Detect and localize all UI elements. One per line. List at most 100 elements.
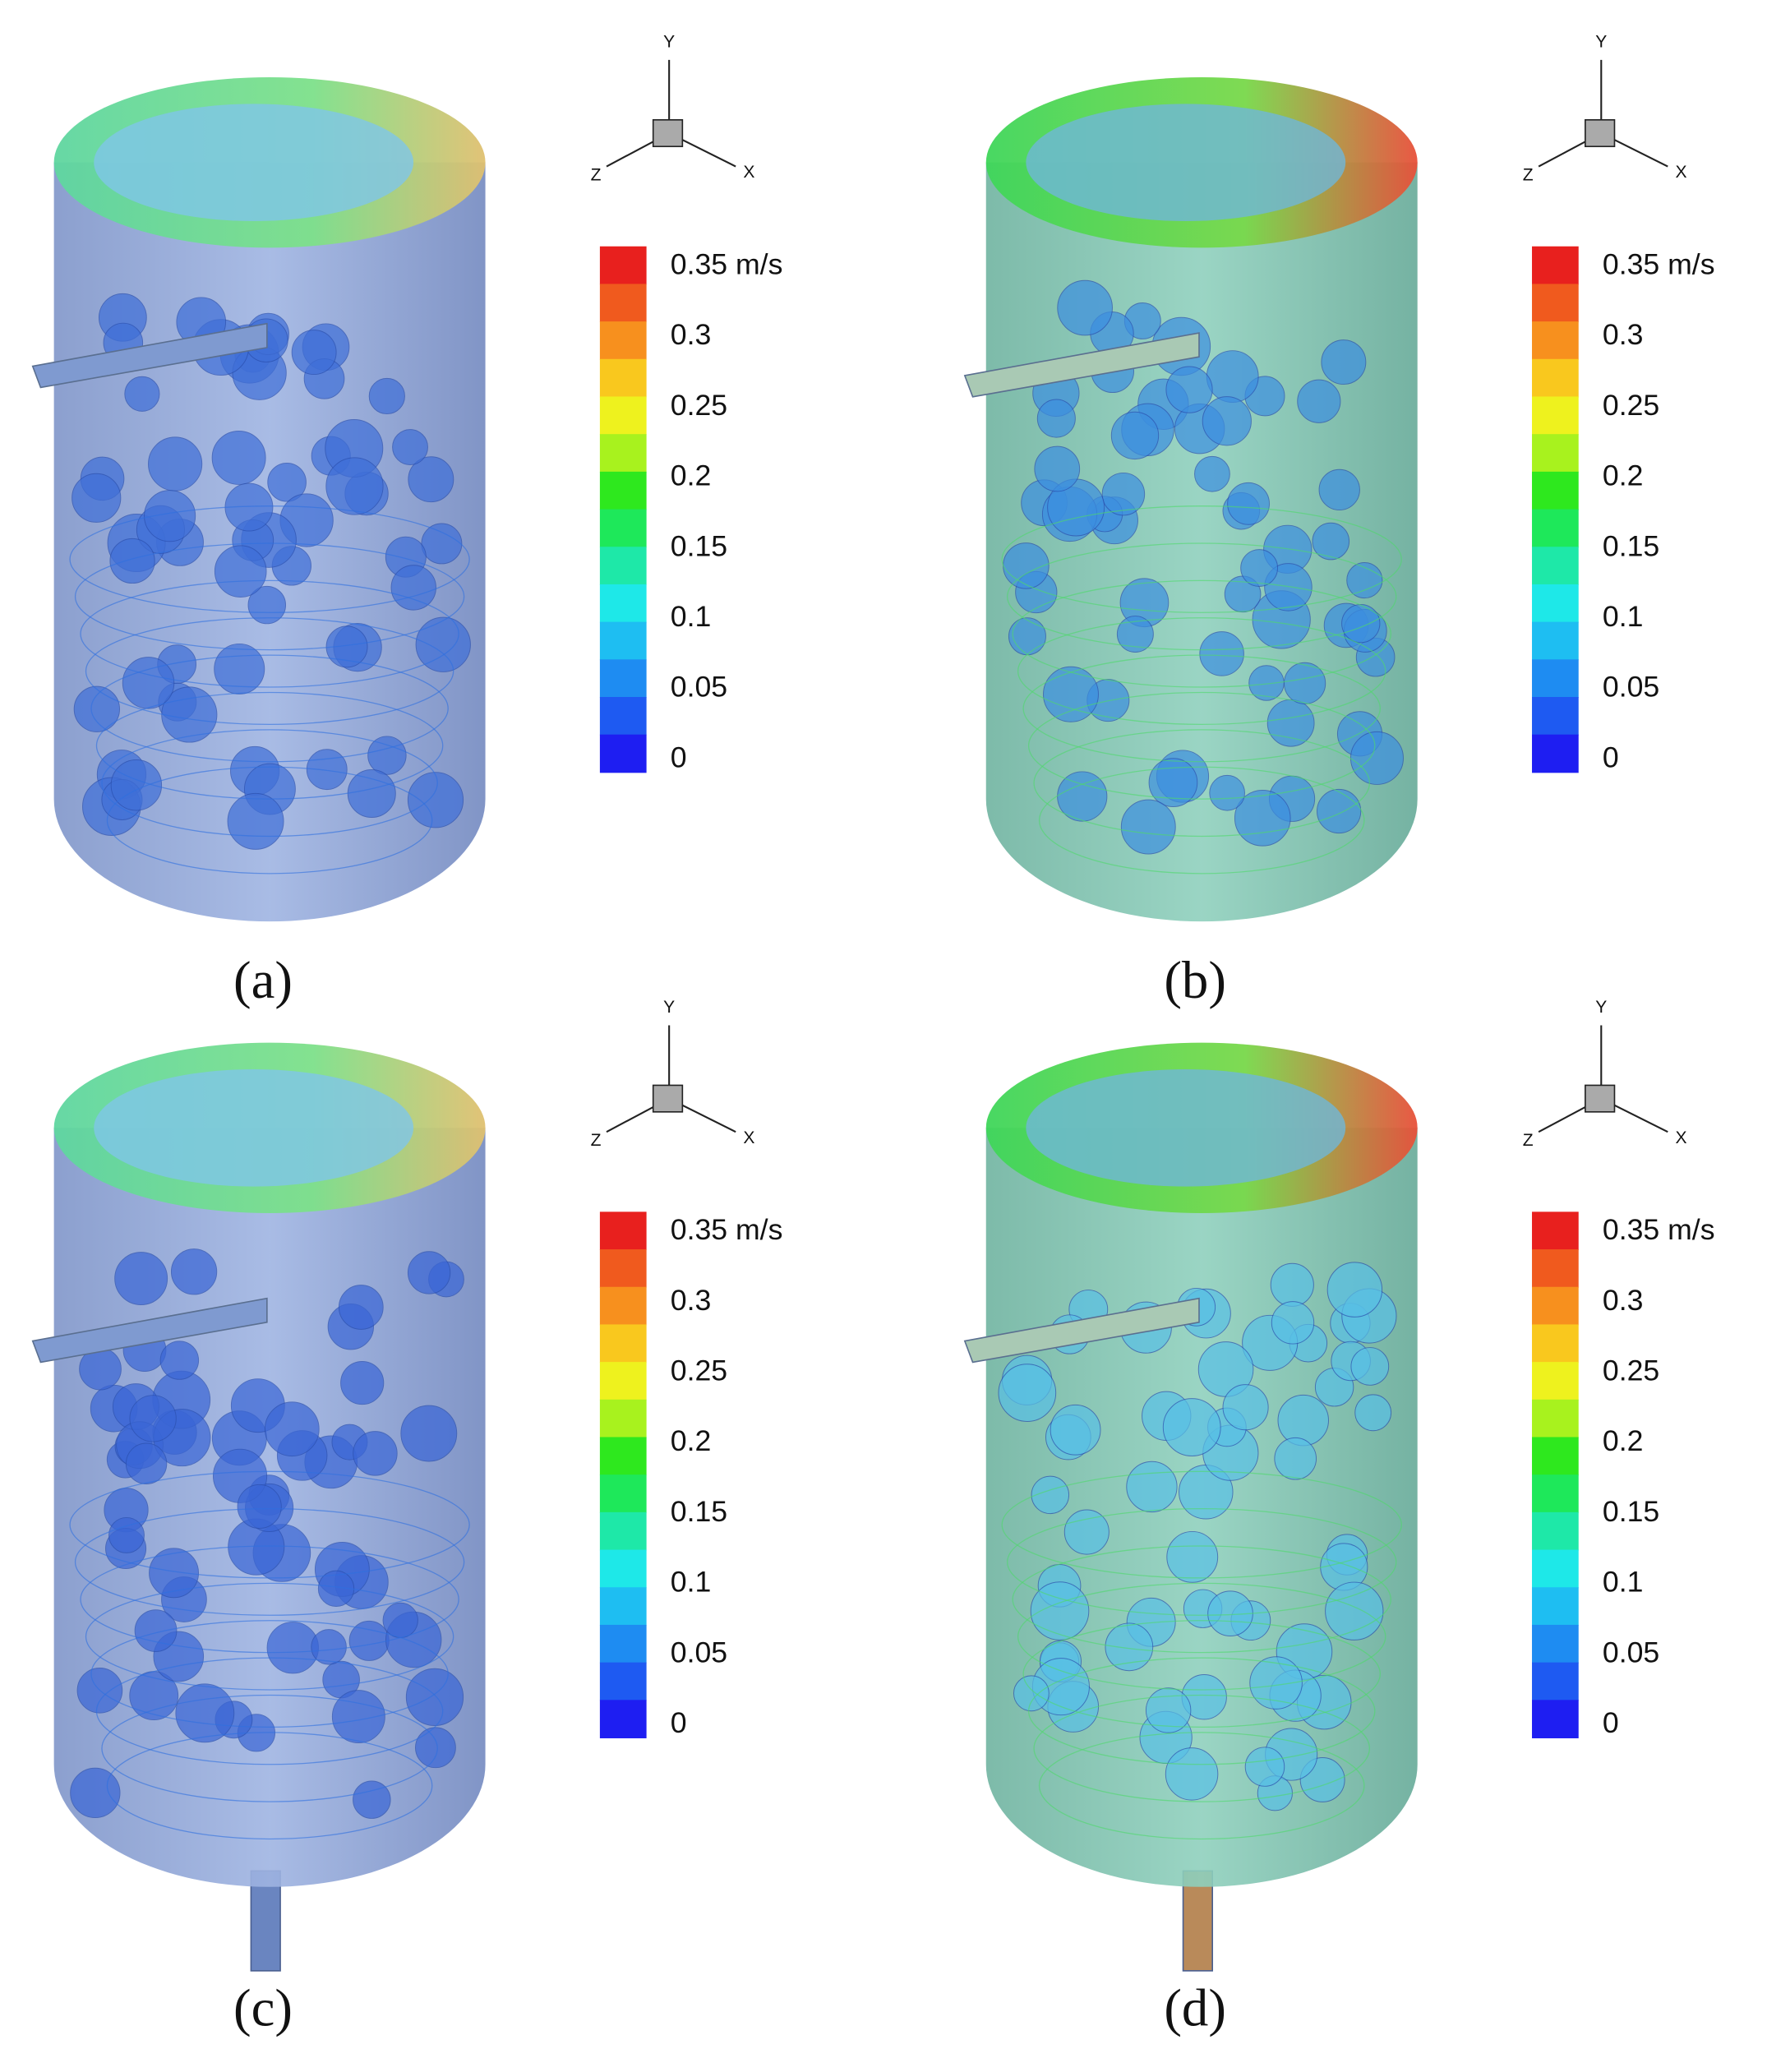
vessel-top-inner (94, 104, 414, 221)
inlet-pipe (963, 1297, 1200, 1364)
axis-triad: Y Z X (1523, 998, 1687, 1150)
colorbar-label: 0.25 (671, 1354, 727, 1387)
colorbar-label: 0.2 (671, 459, 712, 492)
streamline (90, 1620, 449, 1728)
colorbar-band (1532, 284, 1579, 323)
axis-label: Z (591, 165, 602, 184)
colorbar-band (1532, 621, 1579, 661)
colorbar-band (599, 246, 647, 285)
colorbar-band (1532, 1474, 1579, 1513)
vessel-top-inner (1026, 104, 1346, 221)
colorbar-band (1532, 1624, 1579, 1664)
bubble (114, 1252, 168, 1305)
bubble (72, 473, 122, 523)
streamline (69, 505, 470, 613)
bubble (134, 1609, 178, 1652)
colorbar-label: 0.15 (1603, 1495, 1659, 1528)
colorbar-band (1532, 584, 1579, 623)
colorbar-label: 0.05 (671, 671, 727, 704)
colorbar-band (599, 659, 647, 698)
colorbar-band (599, 1362, 647, 1401)
streamline (1027, 1657, 1376, 1765)
inlet-pipe (31, 1297, 268, 1364)
bubble (1036, 399, 1076, 438)
bubble (1057, 279, 1113, 336)
bubble (407, 1251, 451, 1294)
bubble (1057, 771, 1108, 822)
streamline (1017, 1582, 1386, 1691)
bubble (1222, 1384, 1269, 1431)
colorbar-label: 0.35 m/s (671, 247, 783, 280)
bubble (291, 330, 337, 376)
colorbar-band (599, 1211, 647, 1251)
bubble (73, 685, 120, 732)
streamline (80, 1545, 459, 1654)
axis-cube (652, 119, 684, 148)
axis-cube (1585, 119, 1616, 148)
vessel (31, 1042, 486, 1972)
axis-label: Z (1523, 1131, 1534, 1150)
panel: Y Z X 0.35 m/s 0.3 0.25 0.2 0.15 0.1 0.05 0 (c) (31, 998, 782, 2038)
bubble (1248, 665, 1285, 701)
streamline (85, 617, 454, 726)
colorbar-band (599, 1286, 647, 1326)
colorbar-band (1532, 1362, 1579, 1401)
bubble (407, 772, 464, 828)
colorbar-band (1532, 321, 1579, 360)
colorbar-band (1532, 547, 1579, 585)
colorbar-band (599, 284, 647, 323)
colorbar-label: 0.05 (1603, 671, 1659, 704)
bubble (1321, 339, 1367, 385)
bubble (405, 1668, 464, 1727)
streamline (1007, 1508, 1397, 1616)
bubble (1206, 350, 1259, 403)
streamline (106, 1732, 433, 1840)
streamline (1012, 1545, 1391, 1654)
bubble (415, 1727, 456, 1769)
colorbar: 0.35 m/s 0.3 0.25 0.2 0.15 0.1 0.05 0 (599, 246, 783, 773)
bubble (1227, 482, 1270, 525)
colorbar-band (599, 1474, 647, 1513)
colorbar-band (599, 1511, 647, 1551)
axis-triad: Y Z X (1523, 32, 1687, 184)
bubble (1326, 1262, 1383, 1317)
streamline (95, 1657, 444, 1765)
streamline (1027, 691, 1376, 800)
bubble (1240, 549, 1279, 587)
axis-triad: Y Z X (591, 32, 755, 184)
streamline (1012, 579, 1391, 688)
bubble (368, 377, 405, 415)
bubble (1013, 1675, 1050, 1712)
vessel (963, 1042, 1418, 1972)
bubble (1317, 788, 1362, 834)
colorbar-band (1532, 1511, 1579, 1551)
bubble (1126, 1461, 1178, 1513)
colorbar-label: 0.25 (1603, 1354, 1659, 1387)
streamline (95, 691, 444, 800)
colorbar-band (1532, 509, 1579, 548)
streamline (1038, 766, 1365, 874)
streamline (1007, 542, 1397, 651)
colorbar-label: 0.05 (1603, 1636, 1659, 1668)
bubble (1297, 379, 1341, 423)
colorbar-label: 0.3 (1603, 318, 1644, 351)
bubble (1050, 1404, 1101, 1456)
colorbar-band (1532, 396, 1579, 436)
colorbar-label: 0.1 (1603, 600, 1644, 633)
colorbar-label: 0.25 (1603, 389, 1659, 422)
colorbar: 0.35 m/s 0.3 0.25 0.2 0.15 0.1 0.05 0 (1532, 1211, 1715, 1739)
bubble (175, 1683, 235, 1743)
axis-label: Z (591, 1131, 602, 1150)
axis-cube (652, 1084, 684, 1113)
bubble (1194, 455, 1230, 492)
streamline (106, 766, 433, 874)
axis-label: Y (663, 32, 675, 51)
colorbar-band (1532, 734, 1579, 773)
streamline (1017, 617, 1386, 726)
colorbar-band (599, 1662, 647, 1701)
bubble (1031, 1475, 1070, 1515)
colorbar-band (1532, 1700, 1579, 1738)
bubble (338, 1285, 384, 1330)
bubble (1166, 1530, 1219, 1583)
